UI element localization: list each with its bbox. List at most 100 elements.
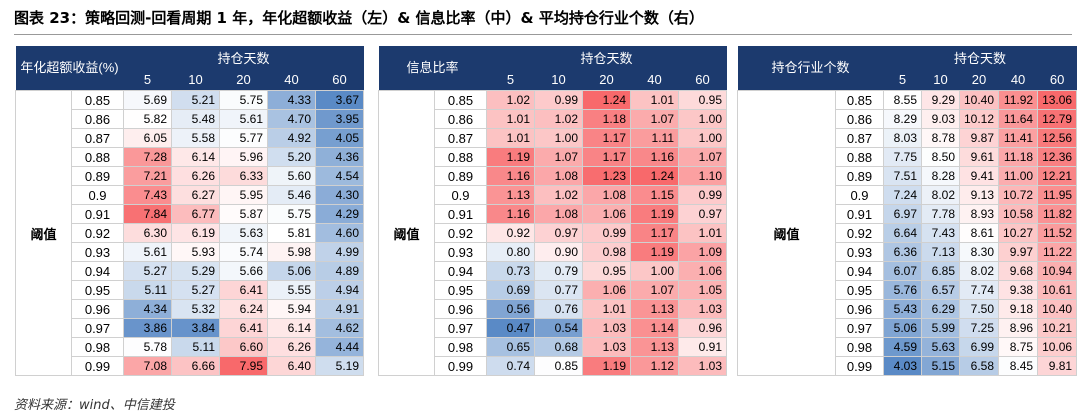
value-cell: 12.79 xyxy=(1037,109,1078,129)
value-cell: 7.84 xyxy=(123,204,172,224)
value-cell: 9.97 xyxy=(998,242,1039,262)
value-cell: 6.40 xyxy=(267,356,316,376)
value-cell: 0.69 xyxy=(486,280,535,300)
value-cell: 6.41 xyxy=(219,280,268,300)
value-cell: 8.02 xyxy=(921,185,960,205)
row-label: 0.9 xyxy=(434,185,487,205)
value-cell: 11.52 xyxy=(1037,223,1078,243)
corner-header: 信息比率 xyxy=(378,46,487,91)
data-row: 0.94 0.73 0.79 0.95 1.00 1.06 xyxy=(379,261,727,281)
value-cell: 11.92 xyxy=(998,90,1039,110)
data-row: 0.95 5.76 6.57 7.74 9.38 10.61 xyxy=(738,280,1078,300)
value-cell: 5.81 xyxy=(267,223,316,243)
value-cell: 4.92 xyxy=(267,128,316,148)
value-cell: 10.12 xyxy=(958,109,1000,129)
row-label: 0.87 xyxy=(434,128,487,148)
value-cell: 0.99 xyxy=(534,90,583,110)
value-cell: 10.06 xyxy=(1037,337,1078,357)
data-row: 0.96 5.43 6.29 7.50 9.18 10.40 xyxy=(738,299,1078,319)
value-cell: 3.67 xyxy=(315,90,364,110)
data-row: 0.87 1.01 1.00 1.17 1.11 1.00 xyxy=(379,128,727,148)
row-label: 0.92 xyxy=(835,223,884,243)
value-cell: 0.90 xyxy=(534,242,583,262)
row-label: 0.87 xyxy=(71,128,124,148)
row-label: 0.98 xyxy=(71,337,124,357)
value-cell: 11.64 xyxy=(998,109,1039,129)
data-row: 0.88 7.75 8.50 9.61 11.18 12.36 xyxy=(738,147,1078,167)
row-label: 0.94 xyxy=(71,261,124,281)
column-header: 60 xyxy=(1037,68,1077,91)
value-cell: 5.77 xyxy=(219,128,268,148)
value-cell: 9.13 xyxy=(958,185,1000,205)
value-cell: 0.47 xyxy=(486,318,535,338)
value-cell: 9.29 xyxy=(921,90,960,110)
value-cell: 4.30 xyxy=(315,185,364,205)
value-cell: 6.58 xyxy=(958,356,1000,376)
value-cell: 7.43 xyxy=(123,185,172,205)
value-cell: 5.63 xyxy=(219,223,268,243)
value-cell: 1.15 xyxy=(630,185,679,205)
value-cell: 11.95 xyxy=(1037,185,1078,205)
value-cell: 8.78 xyxy=(921,128,960,148)
value-cell: 4.33 xyxy=(267,90,316,110)
value-cell: 4.94 xyxy=(315,280,364,300)
header-row: 持仓行业个数 持仓天数 xyxy=(737,46,1077,91)
value-cell: 10.58 xyxy=(998,204,1039,224)
value-cell: 5.58 xyxy=(171,128,220,148)
value-cell: 1.11 xyxy=(630,128,679,148)
value-cell: 1.13 xyxy=(630,337,679,357)
value-cell: 0.97 xyxy=(678,204,727,224)
value-cell: 8.96 xyxy=(998,318,1039,338)
value-cell: 6.57 xyxy=(921,280,960,300)
value-cell: 12.56 xyxy=(1037,128,1078,148)
value-cell: 1.07 xyxy=(678,147,727,167)
value-cell: 6.26 xyxy=(171,166,220,186)
value-cell: 1.02 xyxy=(486,90,535,110)
value-cell: 5.60 xyxy=(267,166,316,186)
value-cell: 0.92 xyxy=(486,223,535,243)
value-cell: 6.36 xyxy=(883,242,922,262)
value-cell: 1.12 xyxy=(630,356,679,376)
column-header: 10 xyxy=(171,68,220,91)
column-header: 10 xyxy=(921,68,960,91)
row-label: 0.96 xyxy=(71,299,124,319)
value-cell: 3.86 xyxy=(123,318,172,338)
row-label: 0.99 xyxy=(434,356,487,376)
header-row: 5 10 20 40 60 xyxy=(16,68,364,91)
value-cell: 4.89 xyxy=(315,261,364,281)
value-cell: 1.08 xyxy=(534,166,583,186)
value-cell: 7.28 xyxy=(123,147,172,167)
value-cell: 8.93 xyxy=(958,204,1000,224)
data-row: 0.95 0.69 0.77 1.06 1.07 1.05 xyxy=(379,280,727,300)
data-row: 0.9 7.24 8.02 9.13 10.72 11.95 xyxy=(738,185,1078,205)
data-row: 0.88 7.28 6.14 5.96 5.20 4.36 xyxy=(16,147,364,167)
value-cell: 1.19 xyxy=(582,356,631,376)
row-label: 0.95 xyxy=(434,280,487,300)
value-cell: 1.02 xyxy=(534,185,583,205)
value-cell: 6.97 xyxy=(883,204,922,224)
row-label: 0.98 xyxy=(835,337,884,357)
value-cell: 10.40 xyxy=(1037,299,1078,319)
value-cell: 8.28 xyxy=(921,166,960,186)
group-header: 持仓天数 xyxy=(486,46,727,68)
value-cell: 10.94 xyxy=(1037,261,1078,281)
row-label: 0.93 xyxy=(835,242,884,262)
value-cell: 5.27 xyxy=(123,261,172,281)
data-row: 0.97 0.47 0.54 1.03 1.14 0.96 xyxy=(379,318,727,338)
value-cell: 1.17 xyxy=(582,147,631,167)
data-row: 0.98 5.78 5.11 6.60 6.26 4.44 xyxy=(16,337,364,357)
value-cell: 5.95 xyxy=(219,185,268,205)
value-cell: 5.32 xyxy=(171,299,220,319)
row-label: 0.91 xyxy=(434,204,487,224)
value-cell: 0.98 xyxy=(582,242,631,262)
value-cell: 1.13 xyxy=(630,299,679,319)
value-cell: 7.74 xyxy=(958,280,1000,300)
column-header: 40 xyxy=(267,68,316,91)
value-cell: 9.03 xyxy=(921,109,960,129)
value-cell: 7.50 xyxy=(958,299,1000,319)
data-row: 0.97 5.06 5.99 7.25 8.96 10.21 xyxy=(738,318,1078,338)
value-cell: 7.08 xyxy=(123,356,172,376)
data-row: 0.91 6.97 7.78 8.93 10.58 11.82 xyxy=(738,204,1078,224)
source-note: 资料来源：wind、中信建投 xyxy=(14,398,175,413)
row-label: 0.86 xyxy=(835,109,884,129)
